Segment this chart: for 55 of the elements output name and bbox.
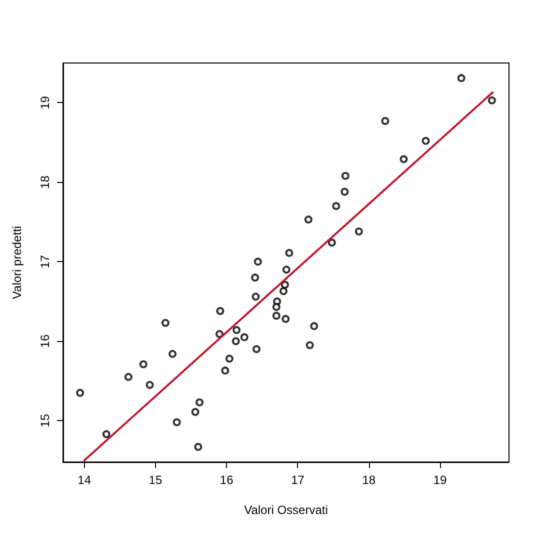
point [139,360,148,368]
point [457,74,466,82]
point [340,188,349,196]
x-tick-label: 19 [433,473,447,487]
point [354,228,363,236]
point [282,266,290,274]
point [102,430,110,438]
y-tick-label: 15 [38,414,52,428]
point [196,398,204,406]
point [168,350,177,358]
y-tick-label: 18 [38,175,52,189]
point [272,312,280,320]
point [310,322,318,330]
x-tick-label: 17 [291,473,305,487]
y-tick-label: 16 [38,334,52,348]
point [285,248,294,257]
x-tick-label: 16 [220,473,234,487]
point [232,337,240,346]
point [282,314,290,323]
point [194,442,202,451]
point [240,333,248,342]
point [272,303,280,312]
point [304,216,312,224]
point [124,372,132,381]
point [216,306,224,315]
point [215,330,224,338]
point [146,380,154,389]
point [306,341,314,350]
point [225,354,234,363]
point [191,408,200,416]
x-tick-label: 14 [78,473,92,487]
point [251,274,260,282]
y-tick-label: 17 [38,254,52,268]
point [280,280,289,289]
point [161,318,170,327]
point [332,202,340,210]
point [232,326,241,334]
point [172,418,181,426]
point [400,155,408,164]
point [341,172,350,180]
point [422,136,430,145]
x-axis-title: Valori Osservati [244,503,328,517]
point [488,96,496,104]
x-tick-label: 18 [362,473,376,487]
point [328,238,336,247]
point [221,366,230,375]
point [254,258,262,266]
y-tick-label: 19 [38,96,52,110]
point [252,345,260,354]
point [381,117,390,126]
point [280,287,288,296]
x-tick-label: 15 [148,473,162,487]
point [76,388,84,397]
point [252,292,260,301]
y-axis-title: Valori predetti [10,226,24,300]
